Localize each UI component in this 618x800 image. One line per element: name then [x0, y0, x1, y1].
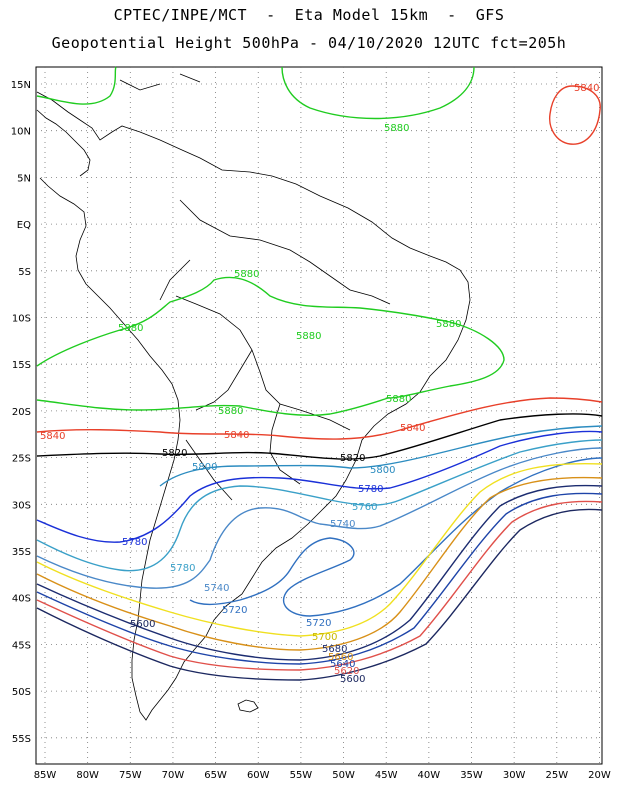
- longitude-tick-label: 55W: [290, 770, 313, 781]
- label-5760: 5760: [352, 502, 377, 513]
- label-5800: 5800: [370, 465, 395, 476]
- contour-5840-main: [36, 397, 603, 440]
- label-5840: 5840: [574, 83, 599, 94]
- latitude-tick-label: 25S: [12, 454, 31, 465]
- label-5600: 5600: [340, 674, 365, 685]
- contour-labels: 5880 5880 5880 5880 5880 5880 5880 5840 …: [40, 83, 599, 685]
- longitude-tick-label: 25W: [545, 770, 568, 781]
- contour-5600: [36, 508, 603, 681]
- label-5820: 5820: [340, 453, 365, 464]
- longitude-tick-label: 85W: [34, 770, 57, 781]
- label-5680: 5680: [322, 644, 347, 655]
- label-5780: 5780: [358, 484, 383, 495]
- contour-5800: [159, 425, 603, 487]
- contour-5660: [36, 484, 603, 661]
- latitude-tick-label: 10N: [11, 127, 31, 138]
- contour-5680: [36, 476, 603, 651]
- latitude-tick-label: 5S: [18, 267, 31, 278]
- label-5600: 5600: [130, 619, 155, 630]
- latitude-tick-label: 50S: [12, 687, 31, 698]
- longitude-labels: 85W 80W 75W 70W 65W 60W 55W 50W 45W 40W 35W 30W 25W 2…: [34, 770, 611, 781]
- label-5800: 5800: [192, 462, 217, 473]
- label-5740: 5740: [330, 519, 355, 530]
- contour-5620: [36, 500, 603, 671]
- label-5720: 5720: [306, 618, 331, 629]
- contour-5740: [36, 447, 603, 589]
- latitude-tick-label: 35S: [12, 547, 31, 558]
- latitude-tick-label: 10S: [12, 314, 31, 325]
- contour-5840-island: [549, 85, 601, 145]
- label-5880: 5880: [384, 123, 409, 134]
- longitude-tick-label: 35W: [460, 770, 483, 781]
- contour-5880-north: [36, 66, 475, 120]
- label-5780: 5780: [170, 563, 195, 574]
- longitude-tick-label: 20W: [588, 770, 611, 781]
- contour-5880-south: [36, 276, 505, 416]
- label-5740: 5740: [204, 583, 229, 594]
- label-5880: 5880: [436, 319, 461, 330]
- coastlines: [36, 73, 471, 721]
- latitude-tick-label: 55S: [12, 734, 31, 745]
- label-5880: 5880: [296, 331, 321, 342]
- contour-5640: [36, 492, 603, 665]
- map-title-line2: Geopotential Height 500hPa - 04/10/2020 …: [51, 34, 567, 52]
- contour-5700: [36, 462, 603, 637]
- contour-5780: [36, 430, 603, 543]
- label-5880: 5880: [386, 394, 411, 405]
- latitude-labels: 15N 10N 5N EQ 5S 10S 15S 20S 25S 30S 35S 40S 45S 50S 5…: [11, 80, 31, 745]
- label-5820: 5820: [162, 448, 187, 459]
- map-title-line1: CPTEC/INPE/MCT - Eta Model 15km - GFS: [113, 6, 505, 24]
- latitude-tick-label: 45S: [12, 640, 31, 651]
- label-5840: 5840: [40, 431, 65, 442]
- label-5880: 5880: [234, 269, 259, 280]
- longitude-tick-label: 75W: [119, 770, 142, 781]
- longitude-tick-label: 30W: [503, 770, 526, 781]
- latitude-tick-label: 40S: [12, 594, 31, 605]
- label-5720: 5720: [222, 605, 247, 616]
- contour-5760: [36, 439, 603, 572]
- latitude-tick-label: 15N: [11, 80, 31, 91]
- longitude-tick-label: 80W: [76, 770, 99, 781]
- latitude-tick-label: EQ: [17, 220, 31, 231]
- label-5840: 5840: [224, 430, 249, 441]
- falkland-islands: [237, 699, 259, 713]
- latitude-tick-label: 30S: [12, 500, 31, 511]
- longitude-tick-label: 45W: [375, 770, 398, 781]
- longitude-tick-label: 70W: [162, 770, 185, 781]
- contour-5820: [36, 413, 603, 460]
- label-5880: 5880: [118, 323, 143, 334]
- latitude-tick-label: 5N: [17, 173, 31, 184]
- label-5780: 5780: [122, 537, 147, 548]
- label-5700: 5700: [312, 632, 337, 643]
- contour-5720: [189, 457, 603, 617]
- longitude-tick-label: 40W: [418, 770, 441, 781]
- latitude-tick-label: 20S: [12, 407, 31, 418]
- label-5660: 5660: [328, 652, 353, 663]
- longitude-tick-label: 60W: [247, 770, 270, 781]
- longitude-tick-label: 65W: [204, 770, 227, 781]
- latitude-tick-label: 15S: [12, 360, 31, 371]
- label-5640: 5640: [330, 659, 355, 670]
- islands-caribbean: [119, 73, 201, 91]
- central-america-coast: [36, 109, 91, 177]
- inland-borders: [159, 199, 391, 501]
- label-5620: 5620: [334, 666, 359, 677]
- longitude-tick-label: 50W: [332, 770, 355, 781]
- south-america-coast: [36, 91, 471, 721]
- contours: [36, 66, 603, 681]
- label-5840: 5840: [400, 423, 425, 434]
- label-5880: 5880: [218, 406, 243, 417]
- graticule-grid: [36, 67, 602, 764]
